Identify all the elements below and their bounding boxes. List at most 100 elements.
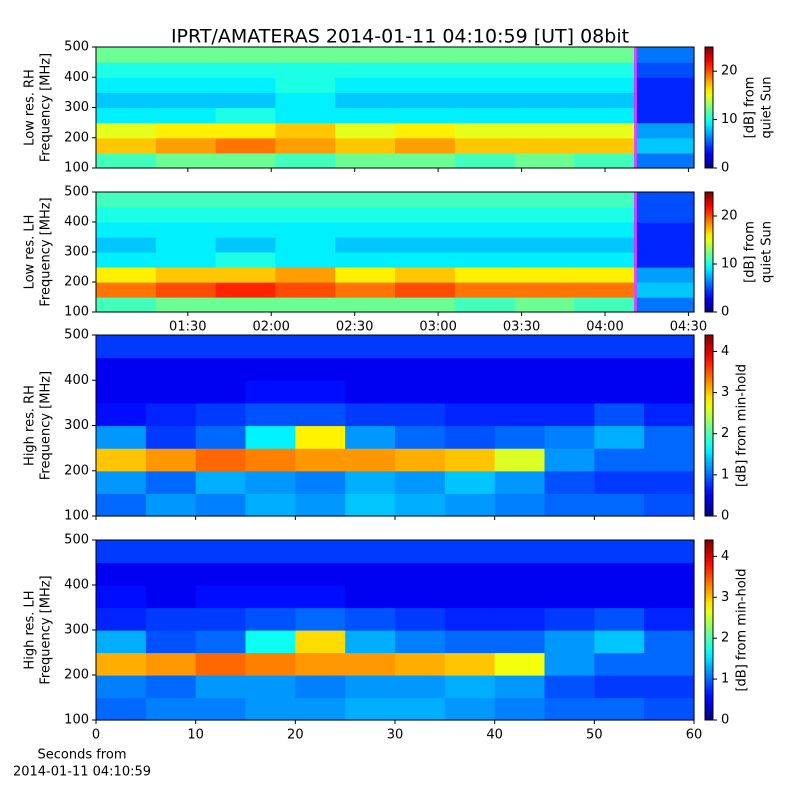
heatmap-cell: [594, 540, 645, 564]
heatmap-cell: [634, 267, 695, 283]
heatmap-cell: [594, 697, 645, 721]
heatmap-cell: [444, 697, 496, 721]
heatmap-cell: [544, 652, 595, 676]
heatmap-cell: [96, 122, 157, 139]
heatmap-cell: [145, 607, 197, 631]
x-tick-label: 03:00: [419, 320, 456, 335]
heatmap-cell: [345, 470, 396, 494]
heatmap-cell: [454, 237, 516, 253]
heatmap-cell: [395, 697, 446, 721]
heatmap-cell: [444, 675, 496, 699]
heatmap-cell: [395, 493, 446, 517]
heatmap-cell: [145, 402, 197, 427]
colorbar-tick-label: 4: [721, 549, 729, 564]
heatmap-cell: [395, 675, 446, 699]
heatmap-cell: [644, 562, 695, 586]
heatmap-cell: [275, 252, 336, 268]
heatmap-cell: [275, 107, 336, 124]
heatmap-cell: [544, 562, 595, 586]
heatmap-cell: [335, 122, 396, 139]
heatmap-cell: [444, 562, 496, 586]
heatmap-cell: [395, 122, 456, 139]
y-tick-label: 100: [64, 713, 89, 728]
heatmap-cell: [335, 92, 396, 109]
heatmap-cell: [245, 630, 296, 654]
heatmap-cell: [594, 380, 645, 404]
heatmap-cell: [275, 207, 336, 223]
heatmap-cell: [145, 380, 197, 404]
colorbar-tick-label: 1: [721, 467, 729, 482]
heatmap-cell: [245, 697, 296, 721]
heatmap-cell: [494, 607, 546, 631]
heatmap-cell: [514, 107, 575, 124]
y-axis-label: Frequency [MHz]: [39, 53, 54, 162]
heatmap-cell: [594, 652, 645, 676]
heatmap-cell: [275, 122, 336, 139]
heatmap-cell: [395, 77, 456, 93]
heatmap-cell: [514, 207, 575, 223]
heatmap-cell: [96, 697, 147, 721]
heatmap-cell: [594, 425, 645, 449]
heatmap-cell: [514, 77, 575, 93]
heatmap-cell: [275, 137, 336, 154]
heatmap-cell: [96, 652, 147, 676]
heatmap-cell: [295, 652, 346, 676]
heatmap-cell: [594, 562, 645, 586]
heatmap-cell: [574, 47, 635, 63]
heatmap-cell: [195, 562, 247, 586]
heatmap-cell: [395, 562, 446, 586]
heatmap-cell: [514, 137, 575, 154]
heatmap-cell: [345, 675, 396, 699]
colorbar-label: quiet Sun: [760, 76, 775, 138]
heatmap-cell: [634, 62, 695, 78]
heatmap-cell: [454, 267, 516, 283]
heatmap-cell: [634, 47, 695, 63]
heatmap-cell: [514, 237, 575, 253]
heatmap-cell: [644, 357, 695, 381]
heatmap-cell: [345, 607, 396, 631]
heatmap-cell: [245, 652, 296, 676]
heatmap-cell: [544, 585, 595, 609]
heatmap-cell: [245, 335, 296, 359]
heatmap-cell: [215, 62, 276, 78]
heatmap-cell: [395, 297, 456, 313]
heatmap-cell: [215, 47, 276, 63]
heatmap-cell: [96, 540, 147, 564]
heatmap-cell: [145, 630, 197, 654]
heatmap-cell: [634, 92, 695, 109]
heatmap-cell: [195, 448, 247, 472]
x-tick-label: 02:00: [252, 320, 289, 335]
heatmap-cell: [444, 470, 496, 494]
heatmap-cell: [345, 493, 396, 517]
heatmap-cell: [634, 107, 695, 124]
heatmap-cell: [494, 493, 546, 517]
heatmap-cell: [96, 77, 157, 93]
heatmap-cell: [494, 402, 546, 427]
heatmap-cell: [145, 335, 197, 359]
y-tick-label: 100: [64, 305, 89, 320]
heatmap-cell: [644, 470, 695, 494]
heatmap-cell: [444, 357, 496, 381]
heatmap-cell: [544, 630, 595, 654]
heatmap-cell: [444, 630, 496, 654]
heatmap-cell: [514, 47, 575, 63]
heatmap-cell: [345, 697, 396, 721]
heatmap-cell: [195, 585, 247, 609]
colorbar-tick-label: 10: [721, 112, 738, 127]
x-tick-label: 03:30: [503, 320, 540, 335]
heatmap-cell: [275, 192, 336, 208]
y-tick-label: 200: [64, 668, 89, 683]
heatmap-cell: [96, 562, 147, 586]
heatmap-cell: [574, 152, 635, 169]
x-tick-label: 50: [586, 728, 603, 743]
heatmap-cell: [96, 222, 157, 238]
colorbar-label: [dB] from: [743, 77, 758, 139]
heatmap-cell: [494, 675, 546, 699]
colorbar: [704, 539, 714, 721]
heatmap-cell: [96, 237, 157, 253]
heatmap-cell: [444, 425, 496, 449]
heatmap-cell: [454, 92, 516, 109]
heatmap-cell: [96, 448, 147, 472]
heatmap-cell: [96, 607, 147, 631]
heatmap-cell: [96, 282, 157, 298]
